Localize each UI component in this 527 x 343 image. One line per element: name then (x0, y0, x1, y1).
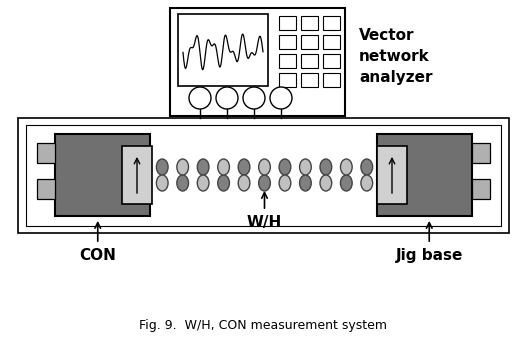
Bar (122, 146, 152, 204)
Ellipse shape (259, 175, 270, 191)
Bar (37, 143, 55, 163)
Bar (55, 134, 150, 216)
Ellipse shape (259, 159, 270, 175)
Ellipse shape (177, 175, 189, 191)
Ellipse shape (157, 175, 168, 191)
Text: CON: CON (79, 248, 116, 263)
Bar (323, 54, 340, 68)
Ellipse shape (177, 159, 189, 175)
Ellipse shape (218, 159, 229, 175)
Bar (377, 134, 472, 216)
Text: Fig. 9.  W/H, CON measurement system: Fig. 9. W/H, CON measurement system (139, 319, 387, 332)
Ellipse shape (279, 175, 291, 191)
Ellipse shape (157, 159, 168, 175)
Text: Vector
network
analyzer: Vector network analyzer (359, 28, 433, 85)
Bar (279, 54, 296, 68)
Bar (37, 179, 55, 199)
Ellipse shape (238, 159, 250, 175)
Bar (377, 146, 407, 204)
Ellipse shape (279, 159, 291, 175)
Bar (323, 16, 340, 30)
Circle shape (270, 87, 292, 109)
Bar (279, 73, 296, 87)
Ellipse shape (361, 159, 373, 175)
Bar (279, 35, 296, 49)
Ellipse shape (340, 159, 352, 175)
Bar (279, 16, 296, 30)
Ellipse shape (197, 159, 209, 175)
Bar (178, 14, 268, 86)
Bar (301, 16, 318, 30)
Bar (323, 35, 340, 49)
Ellipse shape (197, 175, 209, 191)
Ellipse shape (340, 175, 352, 191)
Bar (301, 73, 318, 87)
Ellipse shape (299, 175, 311, 191)
Bar (301, 54, 318, 68)
Ellipse shape (361, 175, 373, 191)
Ellipse shape (320, 159, 331, 175)
Ellipse shape (299, 159, 311, 175)
Bar (18, 118, 509, 233)
Bar (323, 73, 340, 87)
Ellipse shape (218, 175, 229, 191)
Bar (472, 179, 490, 199)
Bar (170, 8, 345, 116)
Text: Jig base: Jig base (396, 248, 463, 263)
Bar (301, 35, 318, 49)
Ellipse shape (320, 175, 331, 191)
Circle shape (243, 87, 265, 109)
Circle shape (189, 87, 211, 109)
Circle shape (216, 87, 238, 109)
Bar (26, 125, 501, 226)
Text: W/H: W/H (247, 215, 282, 230)
Ellipse shape (238, 175, 250, 191)
Bar (472, 143, 490, 163)
